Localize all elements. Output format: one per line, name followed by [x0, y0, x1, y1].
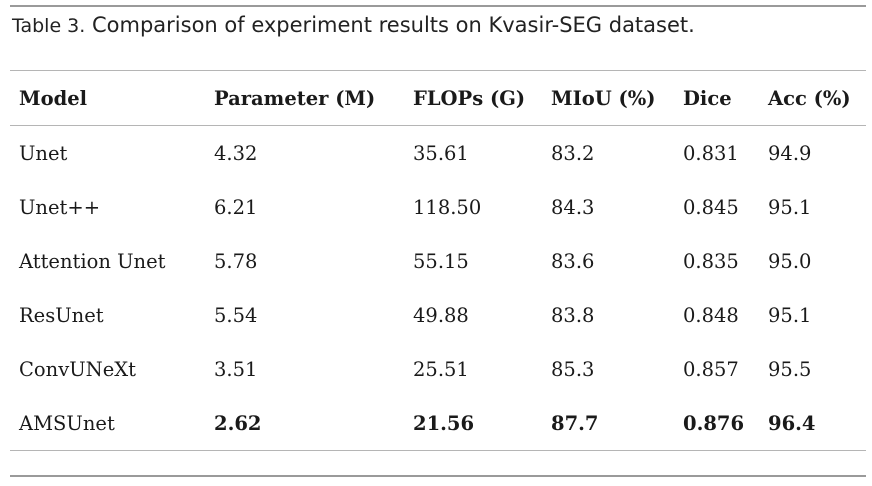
cell-acc: 94.9: [768, 141, 812, 165]
cell-dice: 0.835: [683, 249, 739, 273]
caption-text: Comparison of experiment results on Kvas…: [92, 13, 695, 37]
cell-flops: 118.50: [413, 195, 482, 219]
cell-model: ResUnet: [19, 303, 104, 327]
cell-dice: 0.857: [683, 357, 739, 381]
header-miou: MIoU (%): [542, 70, 674, 126]
bottom-rule: [10, 475, 866, 477]
cell-flops: 55.15: [413, 249, 469, 273]
cell-model: AMSUnet: [19, 411, 115, 435]
cell-parameter: 5.78: [214, 249, 258, 273]
cell-parameter: 3.51: [214, 357, 258, 381]
table-row: Unet 4.32 35.61 83.2 0.831 94.9: [10, 126, 866, 181]
cell-model: Unet++: [19, 195, 101, 219]
cell-model: Attention Unet: [19, 249, 166, 273]
cell-model: ConvUNeXt: [19, 357, 136, 381]
header-model: Model: [10, 70, 205, 126]
cell-miou: 84.3: [551, 195, 595, 219]
cell-parameter: 6.21: [214, 195, 258, 219]
header-row: Model Parameter (M) FLOPs (G) MIoU (%) D…: [10, 70, 866, 126]
header-flops: FLOPs (G): [404, 70, 542, 126]
cell-parameter: 5.54: [214, 303, 258, 327]
cell-miou: 83.8: [551, 303, 595, 327]
table-row: ConvUNeXt 3.51 25.51 85.3 0.857 95.5: [10, 342, 866, 396]
cell-dice: 0.876: [683, 411, 745, 435]
cell-dice: 0.848: [683, 303, 739, 327]
cell-flops: 21.56: [413, 411, 475, 435]
cell-miou: 83.2: [551, 141, 595, 165]
top-rule: [10, 5, 866, 7]
cell-dice: 0.845: [683, 195, 739, 219]
cell-parameter: 4.32: [214, 141, 258, 165]
cell-model: Unet: [19, 141, 68, 165]
cell-flops: 25.51: [413, 357, 469, 381]
cell-flops: 35.61: [413, 141, 469, 165]
results-table: Model Parameter (M) FLOPs (G) MIoU (%) D…: [10, 70, 866, 450]
cell-acc: 95.0: [768, 249, 812, 273]
header-acc: Acc (%): [759, 70, 866, 126]
table-row: Unet++ 6.21 118.50 84.3 0.845 95.1: [10, 180, 866, 234]
table-row: Attention Unet 5.78 55.15 83.6 0.835 95.…: [10, 234, 866, 288]
cell-flops: 49.88: [413, 303, 469, 327]
cell-acc: 96.4: [768, 411, 816, 435]
cell-acc: 95.5: [768, 357, 812, 381]
header-dice: Dice: [674, 70, 759, 126]
table-row: ResUnet 5.54 49.88 83.8 0.848 95.1: [10, 288, 866, 342]
cell-acc: 95.1: [768, 303, 812, 327]
cell-miou: 85.3: [551, 357, 595, 381]
caption-label: Table 3.: [12, 15, 86, 37]
table-row-best: AMSUnet 2.62 21.56 87.7 0.876 96.4: [10, 396, 866, 450]
table-caption: Table 3. Comparison of experiment result…: [12, 10, 695, 41]
table-bottom-rule: [10, 450, 866, 451]
cell-dice: 0.831: [683, 141, 739, 165]
cell-acc: 95.1: [768, 195, 812, 219]
cell-parameter: 2.62: [214, 411, 262, 435]
header-parameter: Parameter (M): [205, 70, 404, 126]
cell-miou: 83.6: [551, 249, 595, 273]
cell-miou: 87.7: [551, 411, 599, 435]
